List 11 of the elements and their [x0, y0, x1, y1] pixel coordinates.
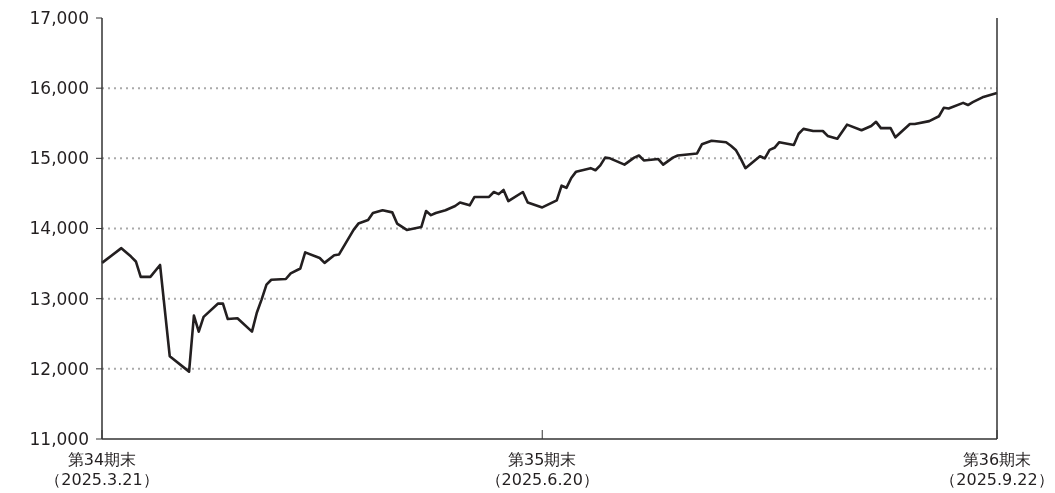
y-tick-label: 16,000	[29, 78, 89, 99]
line-series	[100, 91, 999, 373]
y-tick-label: 11,000	[29, 428, 89, 449]
y-tick-label: 14,000	[29, 218, 89, 239]
y-tick-label: 15,000	[29, 148, 89, 169]
x-tick-label: 第34期末（2025.3.21）	[45, 450, 159, 489]
x-tick-label: 第36期末（2025.9.22）	[940, 450, 1054, 489]
y-tick-label: 12,000	[29, 358, 89, 379]
y-tick-label: 13,000	[29, 288, 89, 309]
y-tick-label: 17,000	[29, 7, 89, 28]
x-tick-label: 第35期末（2025.6.20）	[485, 450, 599, 489]
